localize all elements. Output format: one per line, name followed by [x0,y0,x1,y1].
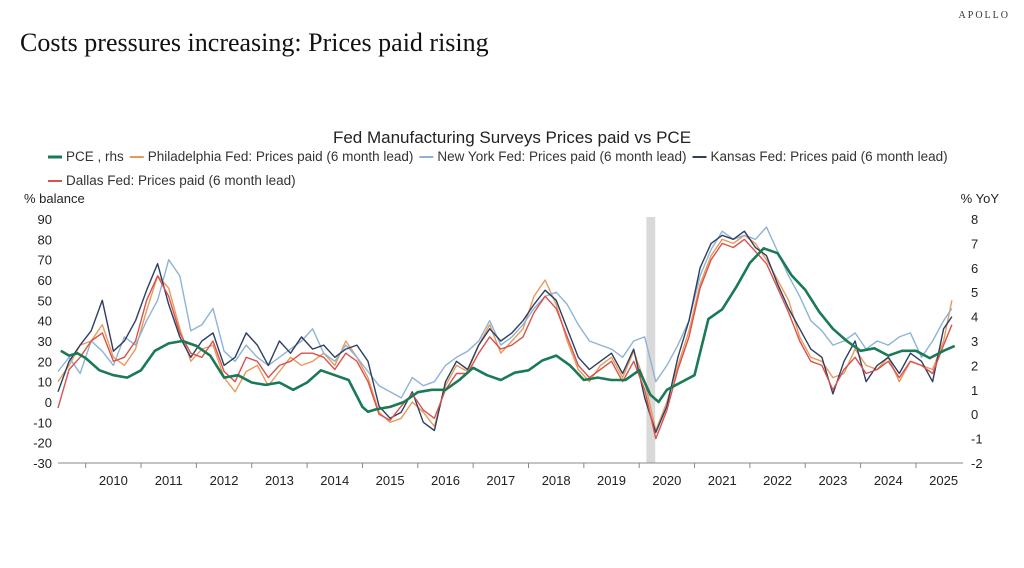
y-right-tick-label: 0 [971,407,978,422]
x-tick-label: 2019 [597,473,626,488]
y-right-tick-label: -1 [971,432,983,447]
y-left-tick-label: 90 [38,212,52,227]
brand-logo: APOLLO [958,10,1010,21]
x-tick-label: 2021 [708,473,737,488]
y-left-tick-label: 30 [38,334,52,349]
x-tick-label: 2018 [542,473,571,488]
recession-band [646,217,656,463]
y-left-tick-label: 60 [38,273,52,288]
x-tick-label: 2014 [320,473,349,488]
legend-label-dallas-fed-prices-paid-6-month-lead: Dallas Fed: Prices paid (6 month lead) [66,173,296,188]
x-tick-label: 2016 [431,473,460,488]
y-left-tick-label: -30 [33,456,52,471]
series-line-dallas-fed-prices-paid-6-month-lead [57,238,953,440]
chart-title: Fed Manufacturing Surveys Prices paid vs… [333,128,691,147]
legend-label-kansas-fed-prices-paid-6-month-lead: Kansas Fed: Prices paid (6 month lead) [711,149,948,164]
chart-legend: PCE , rhs Philadelphia Fed: Prices paid (… [48,149,948,188]
y-left-tick-label: -20 [33,436,52,451]
y-left-tick-label: 20 [38,354,52,369]
y-left-tick-label: 50 [38,293,52,308]
x-tick-label: 2012 [210,473,239,488]
y-right-tick-label: 2 [971,358,978,373]
y-right-tick-label: 4 [971,310,978,325]
y-left-tick-label: 10 [38,375,52,390]
series-line-kansas-fed-prices-paid-6-month-lead [57,230,953,434]
series-line-new-york-fed-prices-paid-6-month-lead [57,226,953,399]
chart-series [57,226,956,440]
y-right-tick-label: 8 [971,212,978,227]
x-tick-label: 2024 [874,473,903,488]
legend-label-philadelphia-fed-prices-paid-6-month-lead: Philadelphia Fed: Prices paid (6 month l… [148,149,414,164]
y-right-tick-label: 5 [971,285,978,300]
y-left-tick-label: 70 [38,253,52,268]
legend-label-pce-rhs: PCE , rhs [66,149,124,164]
x-tick-label: 2022 [763,473,792,488]
page-title: Costs pressures increasing: Prices paid … [20,28,489,57]
series-line-philadelphia-fed-prices-paid-6-month-lead [57,234,953,432]
x-tick-label: 2023 [818,473,847,488]
y-left-tick-label: 40 [38,314,52,329]
y-right-tick-label: -2 [971,456,983,471]
x-tick-label: 2025 [929,473,958,488]
right-axis-label: % YoY [961,191,1000,206]
chart-axes: 9080706050403020100-10-20-30876543210-1-… [33,212,982,488]
x-tick-label: 2020 [652,473,681,488]
y-left-tick-label: 0 [45,395,52,410]
y-right-tick-label: 1 [971,383,978,398]
y-left-tick-label: -10 [33,415,52,430]
legend-label-new-york-fed-prices-paid-6-month-lead: New York Fed: Prices paid (6 month lead) [437,149,686,164]
recession-shade [646,217,656,463]
y-right-tick-label: 7 [971,236,978,251]
x-tick-label: 2017 [486,473,515,488]
y-left-tick-label: 80 [38,232,52,247]
y-right-tick-label: 6 [971,261,978,276]
y-right-tick-label: 3 [971,334,978,349]
x-tick-label: 2011 [155,473,183,488]
x-tick-label: 2010 [99,473,128,488]
series-line-pce-rhs [60,247,956,414]
left-axis-label: % balance [24,191,85,206]
x-tick-label: 2015 [376,473,405,488]
x-tick-label: 2013 [265,473,294,488]
